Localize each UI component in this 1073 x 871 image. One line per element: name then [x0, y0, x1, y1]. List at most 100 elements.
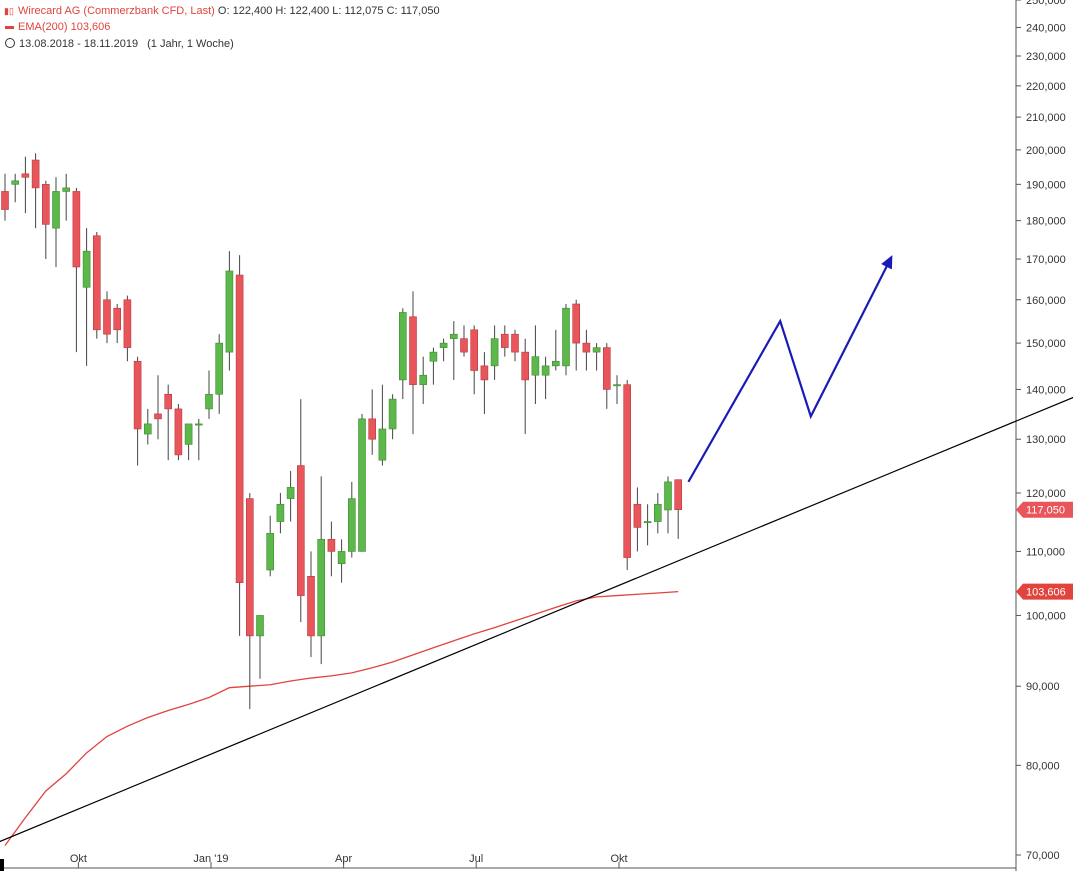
- y-tick-label: 250,000: [1026, 0, 1066, 7]
- candle-body: [347, 498, 356, 552]
- candle: [511, 329, 519, 362]
- candle: [500, 325, 509, 357]
- candle: [215, 334, 223, 414]
- candle: [388, 394, 397, 440]
- candle-body: [307, 575, 315, 637]
- candle-body: [225, 270, 234, 353]
- candle: [429, 347, 438, 385]
- candle-body: [531, 356, 540, 376]
- candle: [613, 375, 621, 404]
- candle-body: [164, 393, 172, 410]
- y-tick-label: 90,000: [1026, 681, 1060, 693]
- candle: [327, 521, 336, 577]
- candle: [296, 399, 305, 623]
- x-tick-label: Okt: [610, 853, 627, 865]
- candle: [490, 325, 499, 380]
- candle-body: [368, 418, 377, 440]
- price-tag-label: 117,050: [1026, 505, 1065, 517]
- ema-200-line: [4, 590, 679, 846]
- candle-body: [184, 423, 193, 445]
- candle: [419, 356, 428, 404]
- candle-body: [256, 615, 264, 637]
- candle-body: [144, 423, 152, 435]
- chart-type-icon: ▮▯: [4, 6, 14, 16]
- candle-body: [327, 539, 336, 552]
- candle: [572, 299, 581, 371]
- price-tag: 117,050: [1016, 501, 1073, 518]
- x-tick-label: Okt: [70, 853, 87, 865]
- y-tick-label: 130,000: [1026, 434, 1066, 446]
- symbol-name: Wirecard AG (Commerzbank CFD, Last): [18, 5, 215, 17]
- ohlc-low-value: 112,075: [344, 5, 384, 17]
- candle: [133, 356, 142, 466]
- candle-body: [460, 338, 468, 353]
- candle: [551, 329, 560, 371]
- candle-body: [266, 533, 275, 571]
- candle-body: [62, 187, 71, 192]
- candle-body: [317, 539, 326, 637]
- candle-body: [633, 503, 642, 528]
- candle: [439, 338, 448, 362]
- candle: [633, 487, 642, 552]
- candle-body: [41, 184, 50, 225]
- ohlc-close-value: 117,050: [400, 5, 440, 17]
- candle-body: [205, 393, 213, 410]
- candle: [235, 255, 244, 636]
- candle: [378, 384, 387, 466]
- time-axis: Okt Jan '19 Apr Jul Okt: [70, 853, 628, 868]
- candle: [72, 187, 81, 353]
- legend-range-line: 13.08.2018 - 18.11.2019 (1 Jahr, 1 Woche…: [4, 38, 234, 50]
- candle: [480, 352, 489, 414]
- candle-body: [572, 303, 581, 344]
- candle: [144, 408, 152, 445]
- candle-body: [52, 191, 60, 229]
- x-tick-label: Jan '19: [193, 853, 228, 865]
- y-tick-label: 180,000: [1026, 216, 1066, 228]
- candle: [41, 180, 50, 260]
- candle-body: [296, 465, 305, 596]
- candle-body: [429, 351, 438, 362]
- ohlc-high-label: H:: [275, 5, 287, 17]
- candle-body: [480, 365, 489, 381]
- candle: [664, 476, 672, 534]
- candle-body: [113, 307, 121, 331]
- candle: [276, 492, 285, 534]
- candle-body: [674, 479, 683, 510]
- candle: [623, 379, 632, 570]
- candle: [266, 515, 275, 577]
- candle-body: [388, 398, 397, 430]
- candle-body: [123, 299, 132, 348]
- candle: [409, 291, 417, 435]
- candle-body: [439, 342, 448, 348]
- candle-body: [592, 347, 601, 353]
- candle-body: [623, 384, 632, 558]
- candle: [592, 343, 601, 371]
- candle: [602, 343, 611, 409]
- price-tag-label: 103,606: [1026, 587, 1066, 599]
- y-tick-label: 100,000: [1026, 610, 1066, 622]
- candle: [256, 615, 264, 679]
- candle: [195, 418, 203, 461]
- candle-body: [521, 351, 530, 381]
- candle: [307, 551, 315, 657]
- candle: [460, 325, 468, 357]
- y-tick-label: 160,000: [1026, 295, 1066, 307]
- candle-body: [154, 413, 162, 420]
- candle-body: [449, 333, 458, 339]
- y-tick-label: 200,000: [1026, 145, 1066, 157]
- projection-path: [687, 261, 890, 483]
- candle-body: [409, 316, 417, 385]
- ohlc-open-label: O:: [217, 5, 230, 17]
- candle: [449, 321, 458, 380]
- y-tick-label: 80,000: [1026, 760, 1060, 772]
- candle-body: [215, 342, 223, 395]
- candle: [225, 251, 234, 371]
- support-trendline: [0, 396, 1073, 843]
- candle: [113, 303, 121, 344]
- candle: [164, 384, 172, 461]
- axis-corner-mark: [0, 859, 4, 871]
- candle: [93, 231, 101, 339]
- candle-body: [470, 329, 479, 371]
- candle: [103, 291, 111, 344]
